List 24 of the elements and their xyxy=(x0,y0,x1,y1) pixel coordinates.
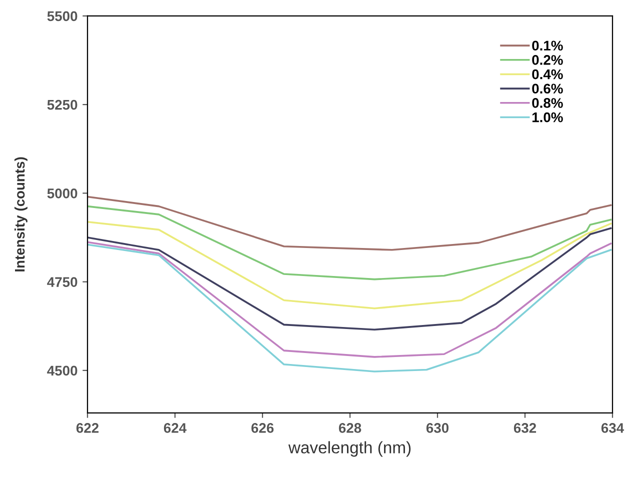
y-tick-label: 4500 xyxy=(47,366,78,376)
x-tick-label: 624 xyxy=(164,423,187,433)
x-tick-label: 626 xyxy=(251,423,274,433)
x-axis-title: wavelength (nm) xyxy=(288,441,411,457)
legend-label: 0.6% xyxy=(532,84,563,94)
x-tick-label: 628 xyxy=(338,423,362,433)
line-series xyxy=(88,220,612,310)
legend-label: 1.0% xyxy=(532,112,563,122)
legend-label: 0.4% xyxy=(532,69,563,80)
legend-label: 0.8% xyxy=(532,98,563,108)
line-series xyxy=(88,227,612,331)
y-axis-title: Intensity (counts) xyxy=(14,157,28,272)
y-tick-label: 5000 xyxy=(47,188,78,198)
line-series xyxy=(88,196,612,251)
line-series xyxy=(88,205,612,280)
y-tick-label: 5500 xyxy=(47,11,78,22)
y-tick-label: 5250 xyxy=(47,100,78,110)
x-tick-label: 634 xyxy=(601,423,624,433)
x-tick-label: 632 xyxy=(514,423,536,433)
x-tick-label: 622 xyxy=(76,423,99,433)
y-tick-label: 4750 xyxy=(47,277,78,287)
x-tick-label: 630 xyxy=(426,423,449,433)
legend-label: 0.1% xyxy=(532,40,563,51)
legend-label: 0.2% xyxy=(532,55,563,65)
